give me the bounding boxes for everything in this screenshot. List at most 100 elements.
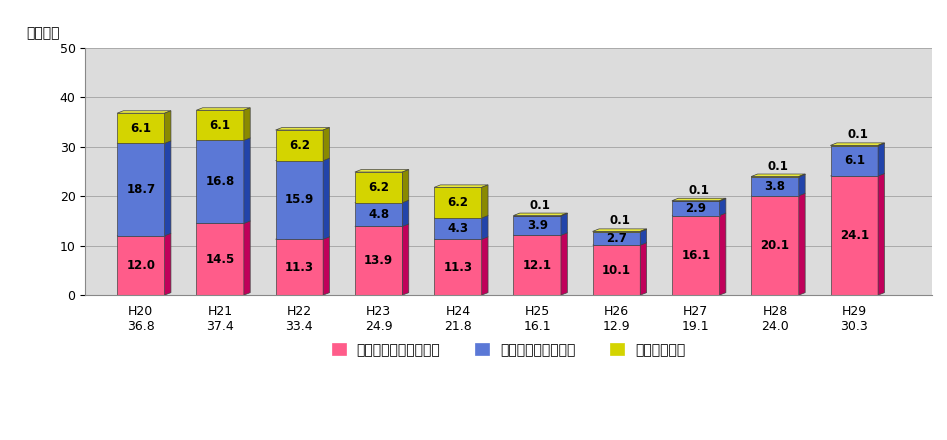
Polygon shape xyxy=(593,229,647,232)
Polygon shape xyxy=(482,185,488,218)
Text: 6.2: 6.2 xyxy=(289,139,310,152)
Polygon shape xyxy=(561,213,567,216)
Polygon shape xyxy=(355,200,409,203)
Polygon shape xyxy=(878,173,884,295)
Text: 6.2: 6.2 xyxy=(368,181,389,194)
Polygon shape xyxy=(593,231,640,232)
Polygon shape xyxy=(751,175,805,177)
Polygon shape xyxy=(593,232,640,245)
Text: 18.7: 18.7 xyxy=(126,183,155,196)
Text: 0.1: 0.1 xyxy=(768,160,789,172)
Text: 2.7: 2.7 xyxy=(606,232,627,245)
Polygon shape xyxy=(323,158,330,239)
Polygon shape xyxy=(276,239,323,295)
Polygon shape xyxy=(276,237,330,239)
Polygon shape xyxy=(196,108,250,110)
Polygon shape xyxy=(165,233,171,295)
Polygon shape xyxy=(878,143,884,176)
Polygon shape xyxy=(434,218,482,239)
Polygon shape xyxy=(831,145,878,146)
Polygon shape xyxy=(878,143,884,146)
Polygon shape xyxy=(672,199,726,201)
Polygon shape xyxy=(593,243,647,245)
Polygon shape xyxy=(355,227,402,295)
Text: 12.1: 12.1 xyxy=(523,259,552,272)
Text: 3.8: 3.8 xyxy=(764,180,785,193)
Polygon shape xyxy=(276,161,323,239)
Polygon shape xyxy=(513,235,561,295)
Text: 6.1: 6.1 xyxy=(131,122,152,135)
Polygon shape xyxy=(276,130,323,161)
Text: 12.0: 12.0 xyxy=(126,259,155,272)
Text: 14.5: 14.5 xyxy=(205,253,235,266)
Text: （億円）: （億円） xyxy=(27,26,60,40)
Polygon shape xyxy=(482,237,488,295)
Polygon shape xyxy=(561,233,567,295)
Polygon shape xyxy=(720,198,726,201)
Polygon shape xyxy=(482,216,488,239)
Polygon shape xyxy=(831,143,884,146)
Text: 0.1: 0.1 xyxy=(530,198,551,212)
Polygon shape xyxy=(640,229,647,232)
Polygon shape xyxy=(672,201,720,216)
Polygon shape xyxy=(196,138,250,140)
Text: 0.1: 0.1 xyxy=(688,184,709,197)
Text: 13.9: 13.9 xyxy=(364,254,393,267)
Polygon shape xyxy=(751,196,799,295)
Polygon shape xyxy=(831,173,884,176)
Text: 24.1: 24.1 xyxy=(840,229,868,242)
Polygon shape xyxy=(561,213,567,235)
Polygon shape xyxy=(593,229,647,231)
Polygon shape xyxy=(751,174,805,176)
Polygon shape xyxy=(165,141,171,236)
Polygon shape xyxy=(402,200,409,227)
Polygon shape xyxy=(117,141,171,143)
Polygon shape xyxy=(672,198,726,201)
Polygon shape xyxy=(323,237,330,295)
Legend: 一般会計財政調整基金, その他特定目的基金, 定額運用基金: 一般会計財政調整基金, その他特定目的基金, 定額運用基金 xyxy=(326,337,691,362)
Polygon shape xyxy=(402,224,409,295)
Text: 20.1: 20.1 xyxy=(760,239,790,252)
Polygon shape xyxy=(751,177,799,196)
Text: 6.2: 6.2 xyxy=(447,196,469,209)
Polygon shape xyxy=(196,110,244,140)
Text: 10.1: 10.1 xyxy=(602,264,631,277)
Polygon shape xyxy=(196,221,250,224)
Polygon shape xyxy=(513,216,561,235)
Polygon shape xyxy=(244,138,250,224)
Polygon shape xyxy=(513,213,567,216)
Polygon shape xyxy=(640,229,647,245)
Text: 11.3: 11.3 xyxy=(285,260,313,274)
Text: 11.3: 11.3 xyxy=(443,260,473,274)
Polygon shape xyxy=(402,169,409,203)
Polygon shape xyxy=(434,237,488,239)
Polygon shape xyxy=(799,193,805,295)
Polygon shape xyxy=(720,199,726,216)
Polygon shape xyxy=(355,169,409,172)
Polygon shape xyxy=(434,187,482,218)
Polygon shape xyxy=(751,193,805,196)
Text: 0.1: 0.1 xyxy=(609,214,630,227)
Text: 6.1: 6.1 xyxy=(209,119,230,132)
Polygon shape xyxy=(117,143,165,236)
Polygon shape xyxy=(117,113,165,143)
Text: 16.8: 16.8 xyxy=(205,176,235,188)
Polygon shape xyxy=(672,216,720,295)
Polygon shape xyxy=(244,108,250,140)
Polygon shape xyxy=(117,111,171,113)
Polygon shape xyxy=(117,236,165,295)
Polygon shape xyxy=(434,185,488,187)
Polygon shape xyxy=(434,239,482,295)
Text: 4.8: 4.8 xyxy=(368,208,389,221)
Polygon shape xyxy=(513,233,567,235)
Polygon shape xyxy=(276,158,330,161)
Text: 2.9: 2.9 xyxy=(686,202,706,215)
Polygon shape xyxy=(244,221,250,295)
Polygon shape xyxy=(831,143,884,145)
Text: 0.1: 0.1 xyxy=(847,128,867,141)
Polygon shape xyxy=(751,176,799,177)
Polygon shape xyxy=(831,176,878,295)
Polygon shape xyxy=(355,172,402,203)
Polygon shape xyxy=(196,224,244,295)
Text: 6.1: 6.1 xyxy=(844,154,865,167)
